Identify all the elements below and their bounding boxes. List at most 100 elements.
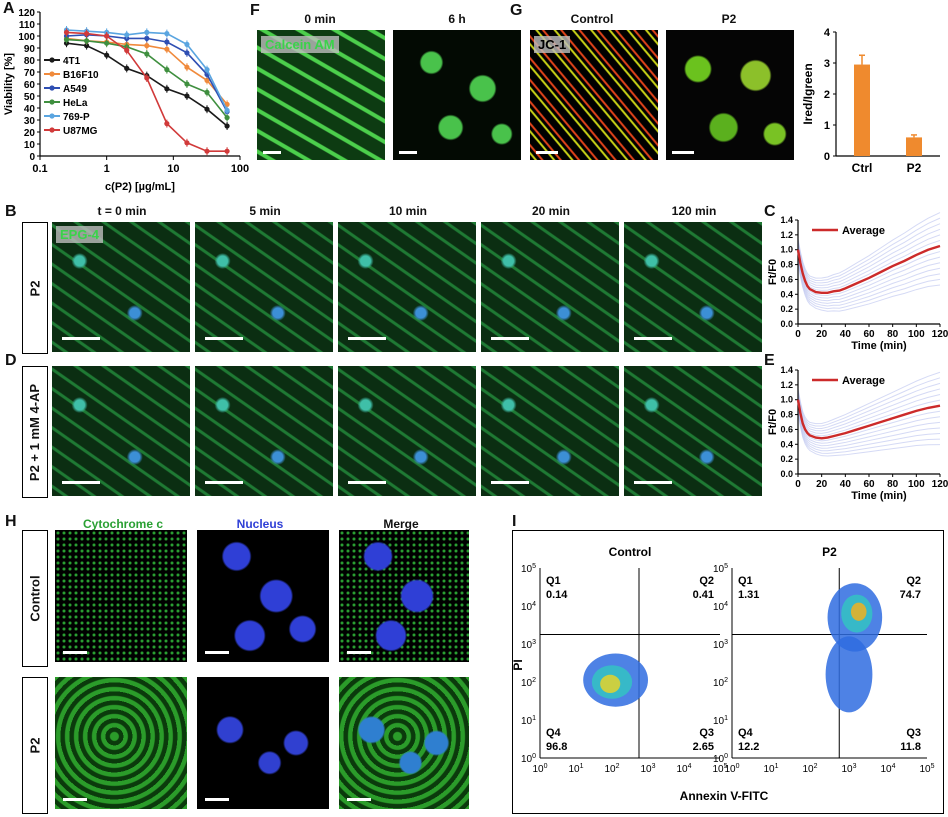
x-tick-label: 102 (604, 763, 619, 775)
data-point-b16f10 (184, 64, 190, 70)
data-point-b16f10 (164, 46, 170, 52)
panel-letter-e: E (764, 352, 775, 369)
y-tick-label: 0 (29, 152, 35, 163)
jc1-tag: JC-1 (534, 36, 571, 53)
y-tick-label: 1.2 (780, 230, 793, 240)
4ap-image-5min (195, 366, 333, 496)
data-point-4t1 (204, 106, 210, 112)
x-tick-label: 20 (816, 329, 828, 340)
y-tick-label: 103 (713, 639, 728, 651)
scale-bar (62, 337, 100, 340)
data-point-4t1 (104, 52, 110, 58)
flow-plot-title: Control (609, 545, 652, 559)
ft-f0-chart-c: 0.0 0.2 0.4 0.6 0.8 1.0 1.2 1.4 0 20 40 60 80 100 120 A… (767, 212, 948, 352)
quadrant-name-q2: Q2 (699, 575, 714, 587)
y-tick-label: 102 (713, 677, 728, 689)
scale-bar (205, 337, 243, 340)
x-tick-label: 120 (932, 329, 948, 340)
density-cloud (850, 602, 867, 621)
h-header-cytochrome: Cytochrome c (82, 517, 164, 531)
x-tick-label: 101 (568, 763, 583, 775)
individual-trace (797, 255, 941, 302)
data-point-hela (184, 81, 190, 87)
x-tick-label: Ctrl (852, 161, 873, 175)
quadrant-value-q1: 1.31 (738, 589, 759, 601)
f-header-0min: 0 min (304, 12, 336, 26)
4ap-image-10min (338, 366, 476, 496)
y-tick-label: 103 (521, 639, 536, 651)
legend-label-hela: HeLa (63, 98, 88, 109)
cytochrome-image-control (55, 530, 187, 662)
quadrant-value-q4: 96.8 (546, 741, 567, 753)
individual-trace (797, 228, 941, 286)
data-point-hela (104, 40, 110, 46)
legend-label-u87mg: U87MG (63, 126, 98, 137)
legend-label-b16f10: B16F10 (63, 70, 99, 81)
individual-trace (797, 262, 941, 312)
individual-trace (797, 234, 941, 289)
x-tick-label: 103 (640, 763, 655, 775)
b-time-120: 120 min (671, 204, 717, 218)
y-tick-label: 3 (824, 58, 830, 70)
data-point-u87mg (144, 75, 150, 81)
scale-bar (63, 651, 87, 654)
data-point-4t1 (224, 123, 230, 129)
epg4-image-10min (338, 222, 476, 352)
epg4-image-20min (481, 222, 619, 352)
x-tick-label: 80 (887, 329, 899, 340)
individual-trace (797, 405, 941, 447)
x-axis-title: Annexin V-FITC (680, 789, 769, 803)
data-point-hela (164, 67, 170, 73)
y-tick-label: 70 (24, 68, 36, 79)
data-point-4t1 (124, 65, 130, 71)
scale-bar (63, 798, 87, 801)
x-tick-label: 20 (816, 479, 828, 490)
scale-bar (205, 481, 243, 484)
data-point-u87mg (164, 121, 170, 127)
scale-bar (347, 798, 371, 801)
h-header-nucleus: Nucleus (236, 517, 284, 531)
merge-image-control (339, 530, 469, 662)
f-header-6h: 6 h (448, 12, 466, 26)
flow-cytometry-plots: Control 100 100 101 101 102 102 103 103 104 104 105… (512, 545, 935, 803)
legend-label-769-p: 769-P (63, 112, 90, 123)
legend-marker (49, 57, 55, 63)
epg4-image-5min (195, 222, 333, 352)
x-tick-label: 104 (880, 763, 895, 775)
calcein-image-6h (393, 30, 521, 160)
row-label-control: Control (22, 530, 48, 667)
x-tick-label: 60 (863, 479, 875, 490)
legend-marker (49, 85, 55, 91)
y-tick-label: 1.0 (780, 245, 793, 255)
y-tick-label: 104 (521, 601, 536, 613)
legend-marker (49, 113, 55, 119)
scale-bar (536, 151, 558, 154)
scale-bar (205, 651, 229, 654)
data-point-u87mg (204, 148, 210, 154)
y-tick-label: 101 (713, 715, 728, 727)
b-time-20: 20 min (531, 204, 570, 218)
nucleus-image-p2 (197, 677, 329, 809)
x-tick-label: 100 (908, 479, 925, 490)
x-tick-label: 10 (167, 163, 179, 175)
data-point-a549 (184, 50, 190, 56)
nucleus-image-control (197, 530, 329, 662)
scale-bar (62, 481, 100, 484)
data-point-b16f10 (204, 77, 210, 83)
b-time-10: 10 min (388, 204, 427, 218)
y-tick-label: 120 (18, 8, 35, 19)
y-tick-label: 0 (824, 151, 830, 163)
b-time-0: t = 0 min (97, 204, 147, 218)
quadrant-value-q3: 11.8 (900, 741, 921, 753)
row-label-p2-4ap-text: P2 + 1 mM 4-AP (27, 383, 43, 481)
quadrant-value-q2: 0.41 (693, 589, 714, 601)
ft-f0-chart-e: 0.0 0.2 0.4 0.6 0.8 1.0 1.2 1.4 0 20 40 60 80 100 120 A… (767, 365, 948, 502)
x-axis-title: Time (min) (851, 340, 907, 352)
y-axis-title: Viability [%] (3, 53, 15, 115)
g-header-control: Control (570, 12, 614, 26)
x-tick-label: 0.1 (32, 163, 47, 175)
individual-trace (797, 394, 941, 434)
individual-trace (797, 377, 941, 427)
data-point-hela (83, 38, 90, 44)
y-tick-label: 40 (24, 104, 36, 115)
